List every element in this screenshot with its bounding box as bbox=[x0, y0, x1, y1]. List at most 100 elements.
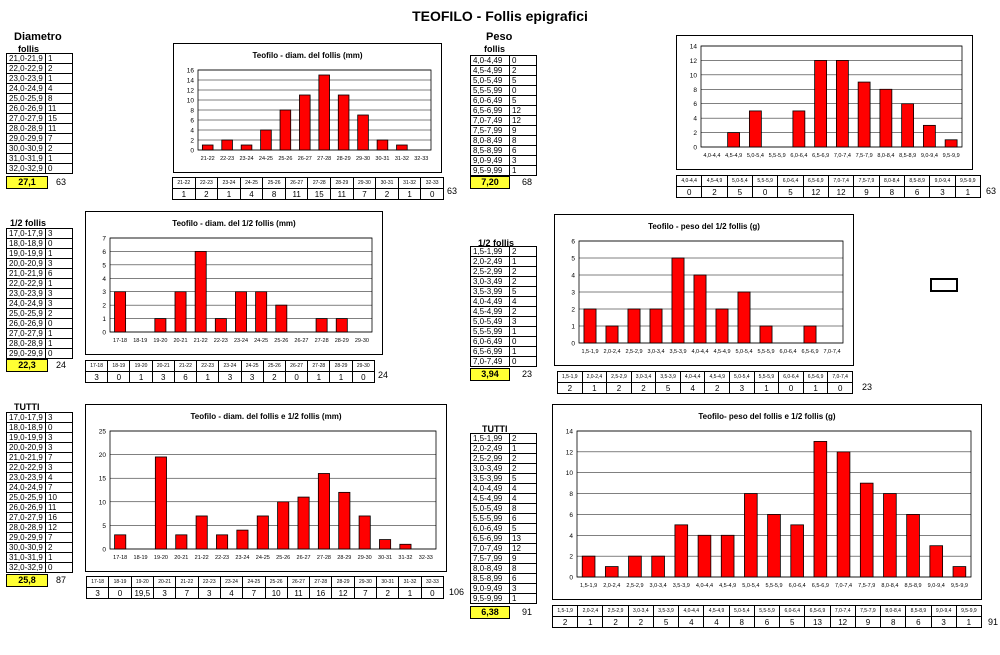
y-tick-label: 4 bbox=[569, 533, 573, 540]
range-cell: 6,0-6,49 bbox=[470, 95, 510, 106]
chart-svg: Teofilo - diam. del follis e 1/2 follis … bbox=[99, 412, 437, 561]
chart-diam-all: Teofilo - diam. del follis e 1/2 follis … bbox=[85, 404, 447, 572]
x-tick-label: 7,0-7,4 bbox=[835, 583, 852, 589]
hist-label-cell: 5,0-5,4 bbox=[726, 175, 753, 187]
table-row: 9,5-9,99 1 bbox=[470, 593, 537, 604]
range-cell: 32,0-32,9 bbox=[6, 562, 46, 573]
hist-value-cell: 6 bbox=[173, 371, 198, 383]
hist-value-cell: 2 bbox=[701, 186, 728, 198]
total-count: 63 bbox=[56, 177, 67, 187]
hist-label-cell: 5,5-5,9 bbox=[753, 605, 781, 617]
x-tick-label: 31-32 bbox=[395, 156, 409, 162]
y-tick-label: 4 bbox=[571, 273, 575, 280]
range-cell: 22,0-22,9 bbox=[6, 462, 46, 473]
x-tick-label: 26-27 bbox=[294, 338, 308, 344]
range-cell: 25,0-25,9 bbox=[6, 93, 46, 104]
total-count: 23 bbox=[522, 369, 533, 379]
range-cell: 5,0-5,49 bbox=[470, 503, 510, 514]
chart-svg: Teofilo - diam. del 1/2 follis (mm) 0 1 2 3 4… bbox=[102, 219, 373, 344]
y-tick-label: 12 bbox=[187, 88, 195, 95]
range-cell: 28,0-28,9 bbox=[6, 522, 46, 533]
count-cell: 1 bbox=[509, 346, 537, 357]
hist-value-cell: 16 bbox=[309, 587, 333, 599]
hist-value-cell: 12 bbox=[829, 616, 856, 628]
y-tick-label: 4 bbox=[102, 276, 106, 283]
hist-value-cell: 1 bbox=[307, 371, 331, 383]
hist-label-cell: 24-25 bbox=[242, 576, 266, 588]
hist-label-cell: 2,0-2,4 bbox=[581, 371, 608, 383]
x-tick-label: 4,0-4,4 bbox=[696, 583, 713, 589]
count-cell: 5 bbox=[509, 95, 537, 106]
range-cell: 9,0-9,49 bbox=[470, 583, 510, 594]
range-cell: 26,0-26,9 bbox=[6, 103, 46, 114]
table-row: 7,0-7,49 12 bbox=[470, 115, 537, 126]
hist-value-cell: 19,5 bbox=[130, 587, 154, 599]
bar bbox=[649, 308, 663, 344]
range-cell: 2,5-2,99 bbox=[470, 453, 510, 464]
bar bbox=[744, 493, 758, 578]
hist-label-cell: 23-24 bbox=[218, 360, 242, 372]
y-tick-label: 8 bbox=[693, 87, 697, 94]
hist-value-cell: 9 bbox=[854, 616, 882, 628]
range-cell: 20,0-20,9 bbox=[6, 442, 46, 453]
hist-label-cell: 22-23 bbox=[197, 576, 221, 588]
hist-value-cell: 1 bbox=[329, 371, 353, 383]
hist-label-cell: 24-25 bbox=[239, 177, 264, 189]
bar bbox=[671, 257, 685, 344]
table-row: 4,5-4,99 4 bbox=[470, 493, 537, 504]
count-cell: 12 bbox=[509, 105, 537, 116]
table-row: 30,0-30,9 2 bbox=[6, 542, 73, 553]
bar bbox=[174, 291, 187, 333]
range-cell: 30,0-30,9 bbox=[6, 143, 46, 154]
total-count: 68 bbox=[522, 177, 533, 187]
selection-box[interactable] bbox=[930, 278, 958, 292]
bar bbox=[379, 539, 392, 550]
hist-value-cell: 1 bbox=[172, 188, 196, 200]
table-row: 9,0-9,49 3 bbox=[470, 155, 537, 166]
chart-peso-all: Teofilo- peso del follis e 1/2 follis (g… bbox=[552, 404, 982, 600]
y-tick-label: 3 bbox=[571, 290, 575, 297]
x-tick-label: 4,0-4,4 bbox=[703, 153, 720, 159]
x-tick-label: 24-25 bbox=[259, 156, 273, 162]
hist-label-cell: 1,5-1,9 bbox=[551, 605, 579, 617]
table-row: 21,0-21,9 7 bbox=[6, 452, 73, 463]
bar bbox=[835, 60, 849, 148]
hist-value-cell: 9 bbox=[853, 186, 880, 198]
table-row: 27,0-27,9 1 bbox=[6, 328, 73, 339]
hist-total: 63 bbox=[986, 186, 997, 196]
hist-label-cell: 29-30 bbox=[351, 360, 376, 372]
hist-label-cell: 30-31 bbox=[375, 177, 399, 189]
range-cell: 24,0-24,9 bbox=[6, 482, 46, 493]
table-row: 6,0-6,49 5 bbox=[470, 95, 537, 106]
bar bbox=[813, 441, 828, 578]
x-tick-label: 6,0-6,4 bbox=[779, 349, 796, 355]
range-cell: 22,0-22,9 bbox=[6, 63, 46, 74]
table-row: 2,0-2,49 1 bbox=[470, 443, 537, 454]
count-cell: 12 bbox=[45, 522, 73, 533]
bar bbox=[901, 103, 915, 148]
y-tick-label: 14 bbox=[690, 44, 698, 51]
y-tick-label: 5 bbox=[102, 262, 106, 269]
count-cell: 1 bbox=[45, 552, 73, 563]
hist-total: 91 bbox=[988, 617, 999, 627]
hist-label-cell: 8,0-8,4 bbox=[880, 605, 907, 617]
range-cell: 20,0-20,9 bbox=[6, 258, 46, 269]
range-cell: 8,5-8,99 bbox=[470, 145, 510, 156]
hist-value-cell: 1 bbox=[577, 616, 604, 628]
hist-value-row: 3 0 19,5 3 7 3 4 7 10 11 16 12 7 2 1 0 bbox=[85, 587, 445, 599]
table-row: 17,0-17,9 3 bbox=[6, 412, 73, 423]
hist-label-cell: 4,5-4,9 bbox=[704, 371, 731, 383]
range-cell: 24,0-24,9 bbox=[6, 298, 46, 309]
count-cell: 2 bbox=[509, 463, 537, 474]
x-tick-label: 3,5-3,9 bbox=[673, 583, 690, 589]
mean-value: 7,20 bbox=[470, 176, 510, 189]
mean-value: 3,94 bbox=[470, 368, 510, 381]
count-cell: 4 bbox=[509, 483, 537, 494]
x-tick-label: 31-32 bbox=[398, 555, 412, 561]
bar bbox=[194, 251, 207, 333]
hist-value-cell: 0 bbox=[827, 382, 853, 394]
count-cell: 2 bbox=[45, 308, 73, 319]
mean-value: 27,1 bbox=[6, 176, 48, 189]
count-cell: 5 bbox=[509, 75, 537, 86]
hist-value-cell: 1 bbox=[955, 616, 983, 628]
